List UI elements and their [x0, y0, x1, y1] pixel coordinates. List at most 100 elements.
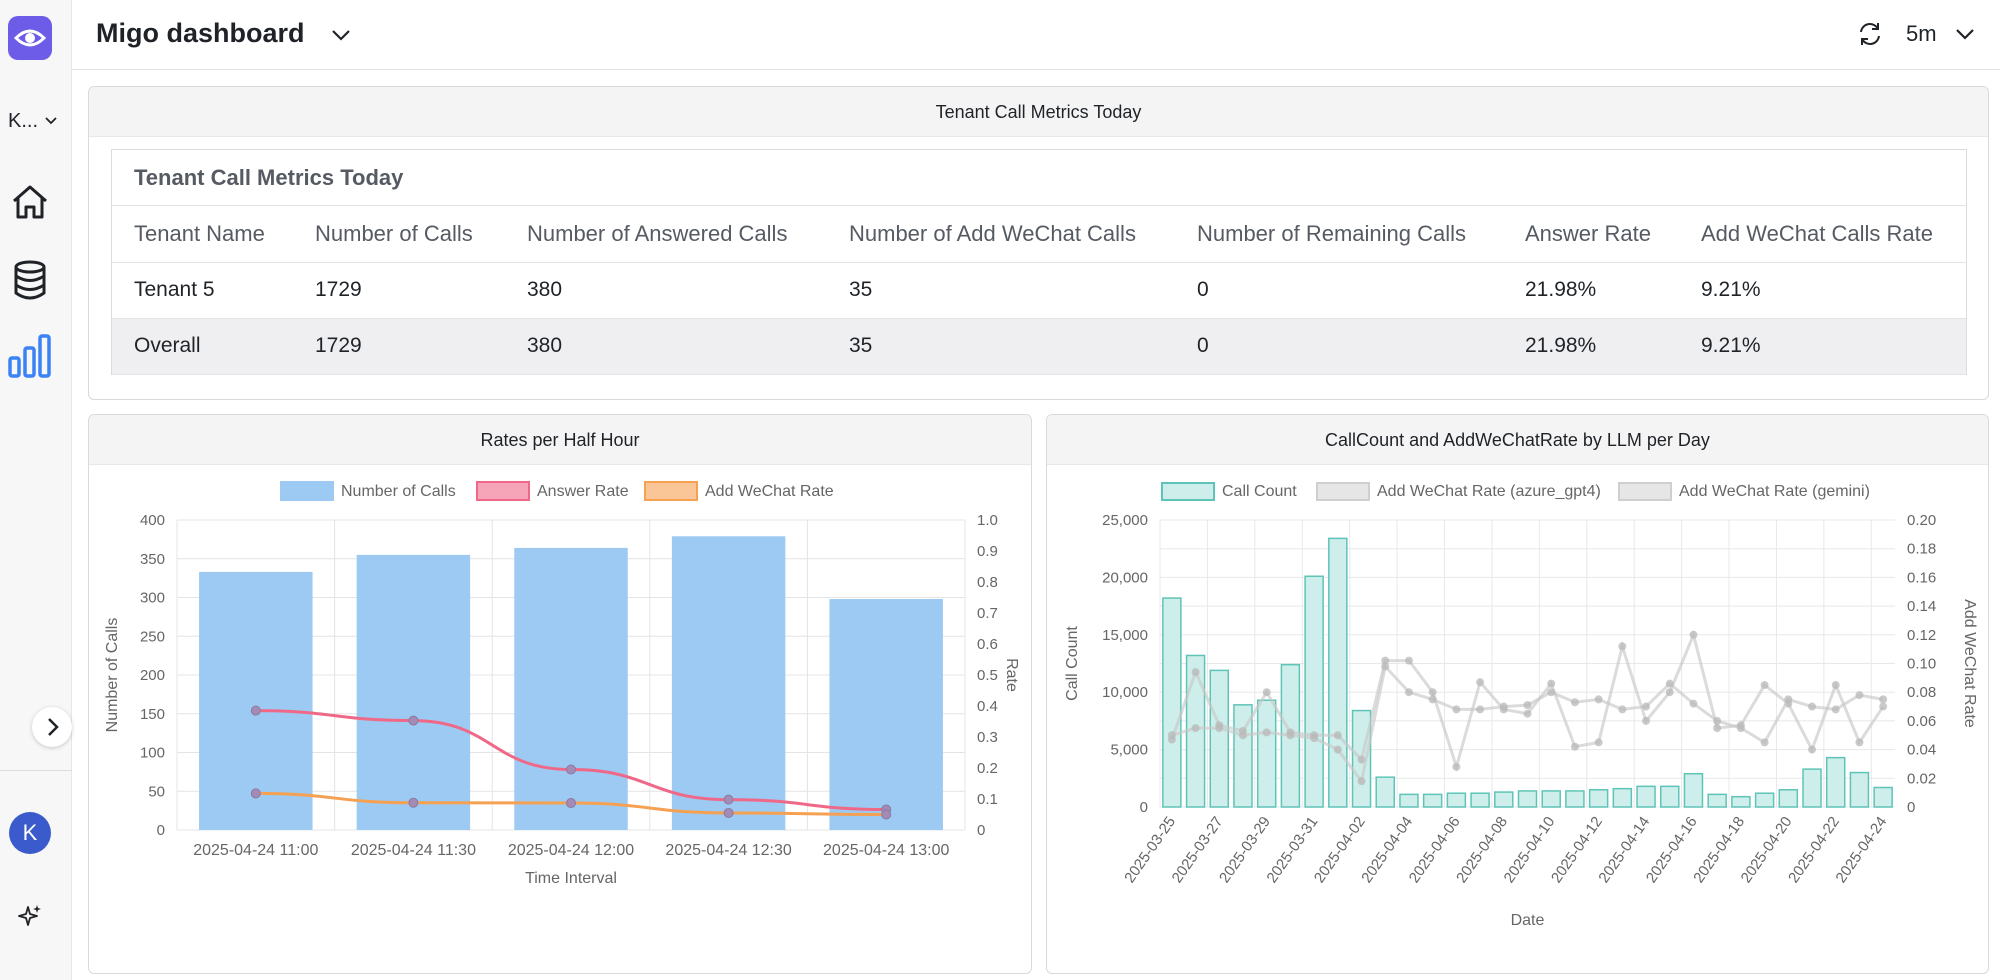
line-point [1452, 762, 1461, 771]
column-header[interactable]: Answer Rate [1503, 206, 1679, 263]
y-tick-label: 0 [1140, 799, 1148, 816]
line-point [1594, 738, 1603, 747]
y2-tick-label: 0.8 [977, 574, 998, 591]
page-title: Migo dashboard [96, 18, 305, 48]
line-point [1452, 705, 1461, 714]
column-header[interactable]: Number of Answered Calls [505, 206, 827, 263]
y2-axis-title: Add WeChat Rate [1961, 599, 1978, 728]
table-cell: 380 [505, 262, 827, 319]
avatar[interactable]: K [9, 812, 51, 854]
bar [1849, 771, 1870, 808]
line-point [1855, 691, 1864, 700]
home-icon[interactable] [8, 180, 52, 224]
y-tick-label: 5,000 [1110, 742, 1148, 759]
bar [1731, 795, 1751, 808]
column-header[interactable]: Add WeChat Calls Rate [1679, 206, 1966, 263]
line-point [1713, 724, 1722, 733]
refresh-icon[interactable] [1856, 20, 1884, 48]
line-point [1499, 702, 1508, 711]
line-point [1808, 702, 1817, 711]
rates-chart[interactable]: Number of Calls Answer Rate Add WeChat Rat… [89, 465, 1032, 973]
bar [1707, 793, 1727, 808]
y2-tick-label: 0.1 [977, 791, 998, 808]
line-point [1570, 742, 1579, 751]
x-axis-title: Date [1511, 912, 1545, 929]
llm-chart-panel: CallCount and AddWeChatRate by LLM per D… [1046, 414, 1989, 974]
database-icon[interactable] [8, 258, 52, 302]
table-cell: 21.98% [1503, 318, 1679, 375]
metrics-table-card: Tenant Call Metrics Today Tenant Name Nu… [111, 149, 1967, 375]
line-point [566, 798, 576, 809]
table-cell: 0 [1175, 262, 1503, 319]
column-header[interactable]: Number of Add WeChat Calls [827, 206, 1175, 263]
bar [1825, 756, 1846, 808]
bar [1328, 537, 1348, 808]
y2-axis-title: Rate [1003, 658, 1020, 692]
line-point [1760, 681, 1769, 690]
chevron-down-icon[interactable] [328, 22, 354, 48]
y-tick-label: 350 [140, 551, 165, 568]
table-cell: 35 [827, 262, 1175, 319]
line-point [1215, 724, 1224, 733]
line-point [1713, 716, 1722, 725]
y-tick-label: 400 [140, 512, 165, 529]
y-tick-label: 20,000 [1102, 569, 1148, 586]
line-point [1476, 678, 1485, 687]
table-row: Overall 1729 380 35 0 21.98% 9.21% [112, 318, 1966, 375]
sparkle-icon[interactable] [18, 904, 42, 928]
x-tick-label: 2025-04-24 11:30 [351, 842, 476, 859]
line-point [1191, 724, 1200, 733]
y2-tick-label: 0.06 [1907, 713, 1936, 730]
chevron-down-icon [44, 117, 57, 125]
line-point [1333, 745, 1342, 754]
workspace-name: K... [8, 110, 39, 132]
llm-chart[interactable]: Call Count Add WeChat Rate (azure_gpt4) Ad… [1047, 465, 1989, 973]
line-point [1167, 731, 1176, 740]
x-tick-label: 2025-04-24 11:00 [193, 842, 318, 859]
legend-swatch [280, 481, 334, 501]
x-tick-label: 2025-04-24 12:30 [665, 842, 791, 859]
legend-swatch [644, 481, 698, 501]
bar [514, 547, 628, 830]
refresh-interval-select[interactable]: 5m [1906, 21, 1937, 46]
bar [1446, 792, 1467, 808]
table-title: Tenant Call Metrics Today [112, 150, 1966, 206]
panel-header: Tenant Call Metrics Today [89, 87, 1988, 137]
table-row: Tenant 5 1729 380 35 0 21.98% 9.21% [112, 262, 1966, 319]
column-header[interactable]: Number of Calls [293, 206, 505, 263]
y2-tick-label: 0.02 [1907, 770, 1936, 787]
line-point [1642, 702, 1651, 711]
workspace-switcher[interactable]: K... [8, 110, 58, 133]
line-point [408, 715, 419, 726]
bar [1399, 793, 1419, 808]
line-point [1689, 630, 1698, 639]
y2-tick-label: 0.4 [977, 698, 998, 715]
expand-sidebar-button[interactable] [32, 707, 72, 747]
panel-header: CallCount and AddWeChatRate by LLM per D… [1047, 415, 1988, 465]
line-point [250, 705, 261, 716]
bar-chart-icon[interactable] [8, 334, 52, 378]
column-header[interactable]: Number of Remaining Calls [1175, 206, 1503, 263]
line-point [1665, 679, 1674, 688]
line-point [723, 807, 734, 818]
y2-tick-label: 0.16 [1907, 569, 1936, 586]
line-point [1286, 731, 1295, 740]
y2-tick-label: 0.3 [977, 729, 998, 746]
line-point [1831, 705, 1840, 714]
y-tick-label: 100 [140, 745, 165, 762]
bar [1565, 790, 1585, 808]
bar [1802, 768, 1822, 808]
chevron-down-icon[interactable] [1952, 21, 1978, 47]
column-header[interactable]: Tenant Name [112, 206, 293, 263]
bar [1162, 597, 1182, 808]
table-cell: 9.21% [1679, 318, 1966, 375]
eye-logo-icon[interactable] [8, 16, 52, 60]
y2-tick-label: 0 [1907, 799, 1915, 816]
y2-tick-label: 0 [977, 822, 985, 839]
y-axis-title: Number of Calls [104, 618, 121, 733]
bar [1683, 772, 1704, 808]
y2-tick-label: 0.12 [1907, 627, 1936, 644]
bar [1588, 789, 1609, 808]
line-point [1831, 681, 1840, 690]
bar [1659, 785, 1680, 808]
